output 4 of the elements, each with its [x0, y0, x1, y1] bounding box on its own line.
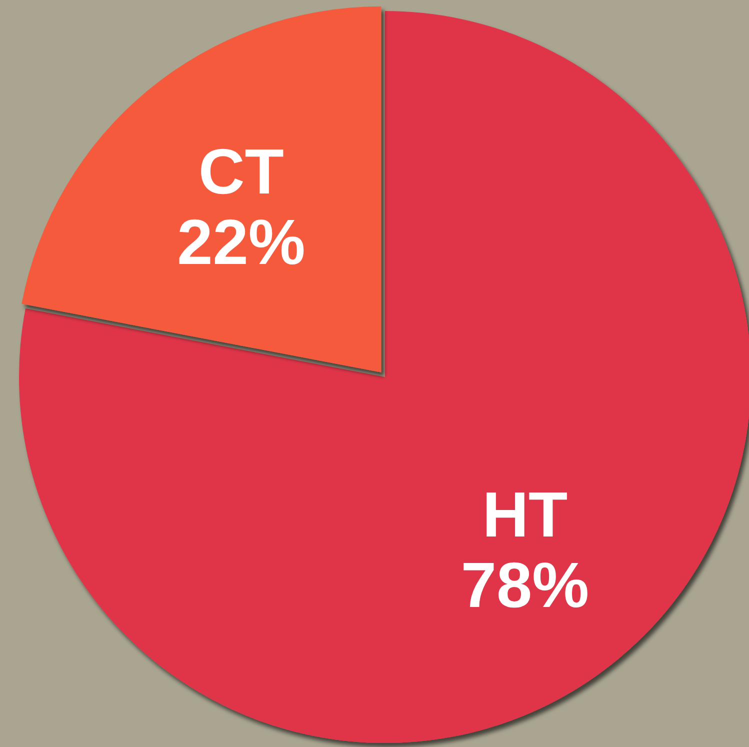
data-label: 78%	[460, 549, 590, 622]
data-label: 22%	[177, 206, 306, 278]
slice-label: CT	[198, 136, 284, 208]
slice-label: HT	[482, 478, 568, 551]
